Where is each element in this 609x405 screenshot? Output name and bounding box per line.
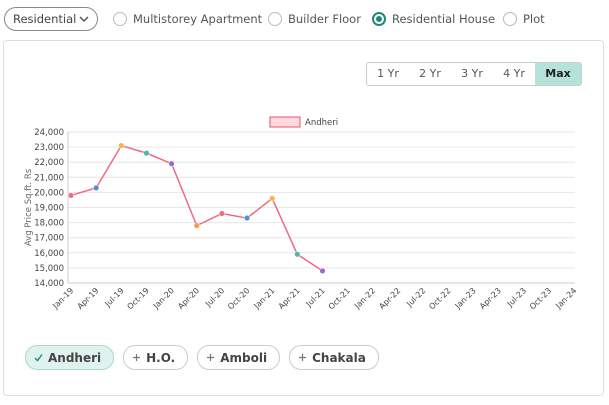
chevron (79, 16, 89, 23)
range-buttons: 1 Yr 2 Yr 3 Yr 4 Yr Max (366, 62, 582, 86)
radio-label: Builder Floor (288, 12, 361, 26)
chip-label: Andheri (48, 350, 102, 365)
y-tick-label: 22,000 (34, 158, 64, 168)
y-tick-label: 15,000 (34, 264, 64, 274)
x-tick-label: Oct-19 (125, 286, 150, 311)
y-tick-label: 14,000 (34, 279, 64, 289)
area-chip[interactable]: Amboli (197, 345, 281, 370)
area-chip[interactable]: Chakala (289, 345, 379, 370)
y-tick-label: 17,000 (34, 234, 64, 244)
area-chips: Andheri H.O. Amboli Chakala (25, 345, 379, 370)
radio-option[interactable]: Residential House (372, 10, 495, 28)
chip-label: H.O. (146, 350, 176, 365)
data-point (244, 215, 251, 222)
chart-card (3, 40, 604, 396)
y-tick-label: 19,000 (34, 204, 64, 214)
data-point (143, 150, 150, 157)
x-tick-label: Jul-21 (304, 286, 327, 309)
y-tick-label: 18,000 (34, 219, 64, 229)
x-tick-label: Jan-19 (50, 286, 75, 311)
data-point (319, 267, 326, 274)
range-button[interactable]: 3 Yr (461, 67, 483, 80)
radio-option[interactable]: Builder Floor (268, 10, 361, 28)
legend-label: Andheri (305, 118, 338, 128)
dropdown-label: Residential (13, 12, 77, 26)
range-button[interactable]: Max (535, 63, 581, 85)
plus-icon (299, 354, 307, 361)
x-tick-label: Jan-24 (553, 286, 578, 311)
data-point (67, 192, 75, 199)
radio-option[interactable]: Multistorey Apartment (113, 10, 262, 28)
check-icon (34, 354, 43, 362)
x-tick-label: Jan-21 (252, 286, 277, 311)
x-tick-label: Jul-20 (203, 286, 226, 309)
data-point (294, 251, 301, 258)
y-tick-label: 24,000 (34, 128, 64, 138)
data-point (118, 142, 125, 149)
series-line (70, 144, 323, 272)
x-tick-label: Oct-22 (427, 286, 452, 311)
data-point (218, 210, 225, 217)
x-tick-label: Jan-23 (453, 286, 478, 311)
radio-label: Plot (523, 12, 545, 26)
x-tick-label: Apr-21 (277, 286, 302, 311)
chip-label: Amboli (220, 350, 268, 365)
radio-label: Residential House (392, 12, 496, 26)
data-point (269, 195, 276, 202)
data-point (193, 222, 200, 229)
legend-swatch (269, 116, 301, 128)
x-tick-label: Oct-23 (528, 286, 553, 311)
x-tick-label: Oct-20 (226, 286, 251, 311)
radio-circle (113, 12, 127, 26)
data-point (93, 184, 100, 191)
x-tick-label: Jan-20 (151, 286, 176, 311)
y-tick-label: 16,000 (34, 249, 64, 259)
range-button[interactable]: 4 Yr (503, 67, 525, 80)
x-tick-label: Apr-19 (76, 286, 101, 311)
x-tick-label: Jul-22 (404, 286, 427, 309)
y-tick-label: 20,000 (34, 188, 64, 198)
chart: 14,000 15,000 16,000 17,000 18,000 19,000 20,0… (24, 116, 578, 311)
area-chip[interactable]: Andheri (25, 345, 115, 370)
x-tick-label: Apr-20 (176, 286, 201, 311)
range-button[interactable]: 1 Yr (377, 67, 399, 80)
radio-circle (503, 12, 517, 26)
radio-circle (372, 12, 386, 26)
plus-icon (207, 354, 215, 361)
radio-label: Multistorey Apartment (133, 12, 263, 26)
x-tick-label: Apr-23 (478, 286, 503, 311)
x-tick-label: Jul-23 (505, 286, 528, 309)
plus-icon (133, 354, 141, 361)
data-point (168, 160, 175, 167)
radio-circle (268, 12, 282, 26)
range-button[interactable]: 2 Yr (419, 67, 441, 80)
y-axis-label: Avg Price Sq.ft. Rs (24, 168, 34, 246)
chip-label: Chakala (312, 350, 366, 365)
property-dropdown[interactable]: Residential (4, 7, 98, 31)
area-chip[interactable]: H.O. (123, 345, 189, 370)
x-tick-label: Jan-22 (352, 286, 377, 311)
y-tick-label: 23,000 (34, 143, 64, 153)
x-tick-label: Jul-19 (103, 286, 126, 309)
y-tick-label: 21,000 (34, 173, 64, 183)
x-tick-label: Apr-22 (377, 286, 402, 311)
x-tick-label: Oct-21 (327, 286, 352, 311)
radio-option[interactable]: Plot (503, 10, 545, 28)
